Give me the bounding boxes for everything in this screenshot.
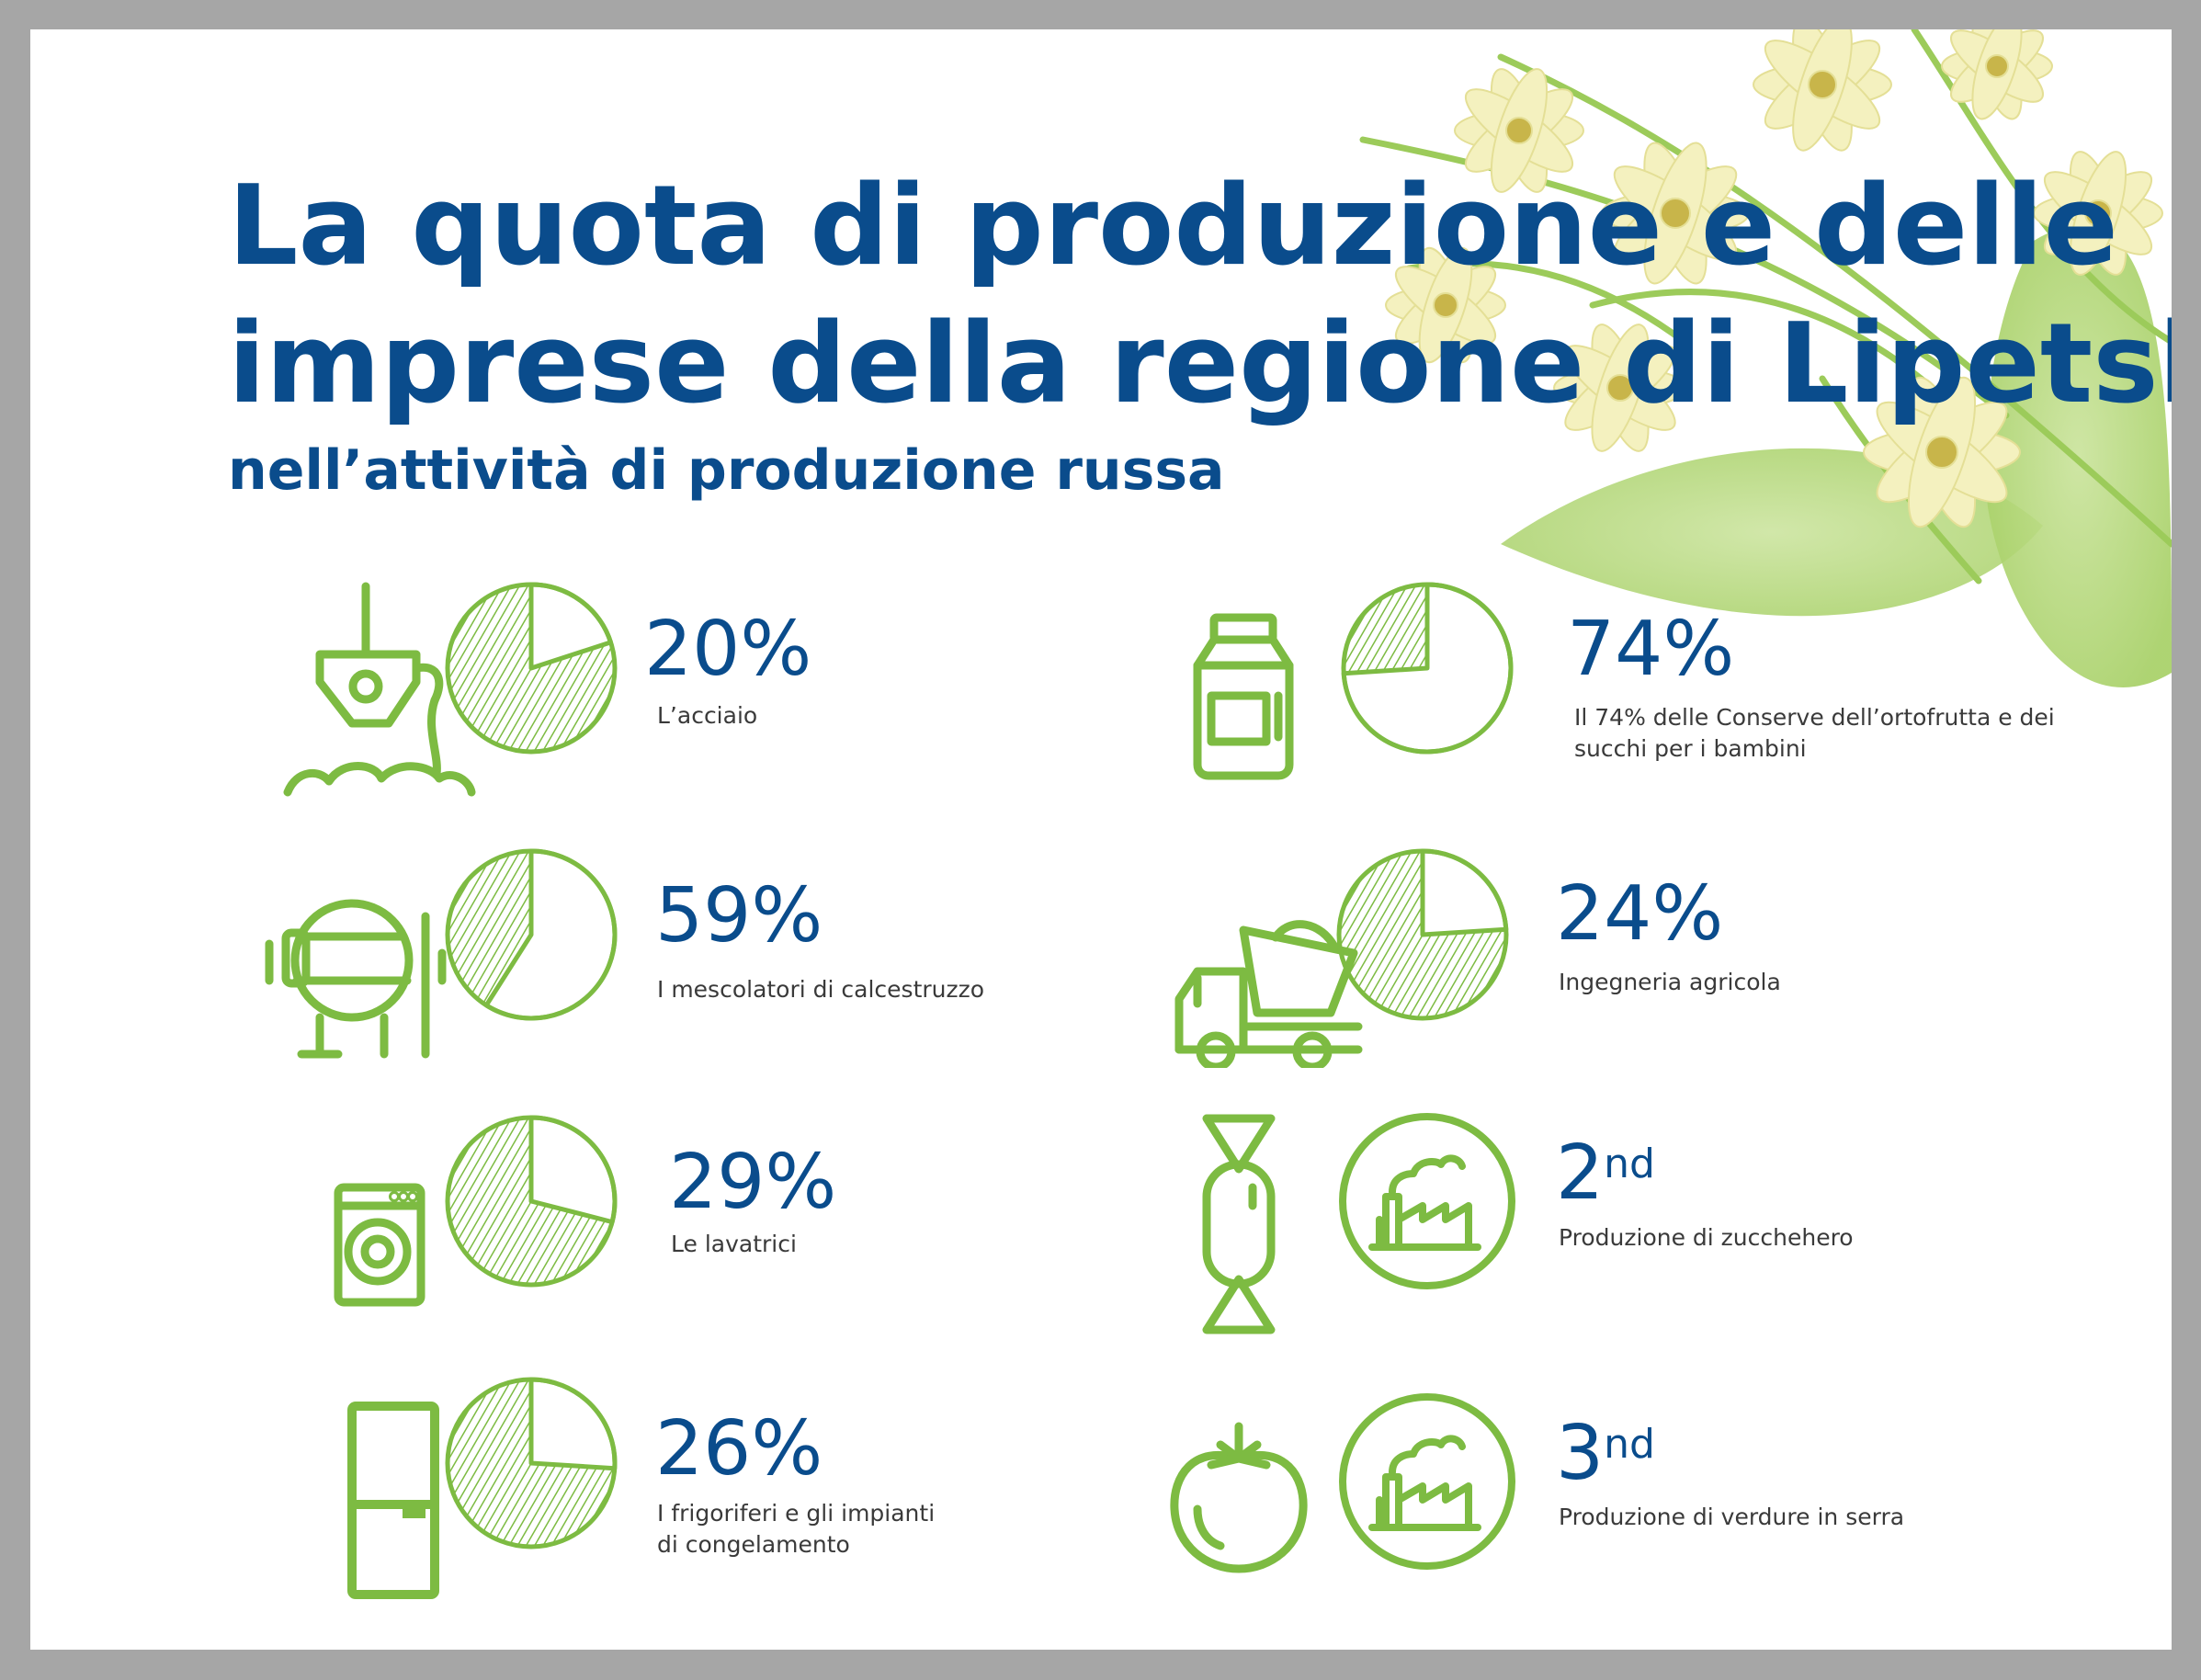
candy-icon	[1202, 1114, 1276, 1334]
pie-chart-canned-goods	[1341, 582, 1514, 755]
pie-outline	[1336, 848, 1509, 1021]
pie-outline	[1341, 582, 1514, 755]
pie-slice-remainder	[1344, 585, 1427, 674]
jar-icon	[1193, 613, 1294, 780]
pie-chart-agricultural-engineering	[1336, 848, 1509, 1021]
category-label: Produzione di verdure in serra	[1559, 1504, 1905, 1530]
pie-slice-share	[528, 1115, 618, 1225]
category-label: di congelamento	[657, 1531, 850, 1558]
rank-value: 3nd	[1556, 1410, 1655, 1497]
value-label: 59%	[655, 872, 823, 959]
pie-outline	[445, 582, 618, 755]
category-label: Il 74% delle Conserve dell’ortofrutta e …	[1574, 704, 2055, 731]
steel-ladle-icon	[283, 582, 476, 797]
factory-icon	[1339, 1113, 1515, 1289]
pie-outline	[445, 1377, 618, 1549]
dump-truck-icon	[1174, 920, 1363, 1068]
category-label: Produzione di zucchehero	[1559, 1224, 1854, 1251]
refrigerator-icon	[347, 1402, 439, 1599]
category-label: I frigoriferi e gli impianti	[657, 1500, 936, 1527]
infographic-card: La quota di produzione e delle imprese d…	[30, 29, 2172, 1650]
category-label: L’acciaio	[657, 702, 758, 729]
category-label: Le lavatrici	[671, 1231, 797, 1257]
category-label: I mescolatori di calcestruzzo	[657, 976, 985, 1003]
tomato-icon	[1170, 1422, 1308, 1573]
pie-chart-steel	[445, 582, 618, 755]
pie-outline	[445, 1115, 618, 1288]
value-label: 29%	[669, 1139, 837, 1226]
category-label: Ingegneria agricola	[1559, 969, 1781, 995]
title-line-2: imprese della regione di Lipetsk	[228, 301, 2172, 428]
category-label: succhi per i bambini	[1574, 735, 1807, 762]
pie-chart-concrete-mixers	[445, 848, 618, 1021]
factory-icon	[1339, 1393, 1515, 1570]
linden-flowers-decoration	[1359, 29, 2172, 687]
value-label: 24%	[1556, 870, 1724, 958]
pie-chart-washing-machines	[445, 1115, 618, 1288]
rank-value: 2nd	[1556, 1129, 1655, 1217]
pie-outline	[445, 848, 618, 1021]
value-label: 74%	[1567, 606, 1735, 693]
concrete-mixer-icon	[265, 899, 447, 1059]
washing-machine-icon	[334, 1183, 425, 1307]
pie-chart-refrigerators	[445, 1377, 618, 1549]
subtitle: nell’attività di produzione russa	[228, 438, 1225, 503]
value-label: 20%	[644, 606, 812, 693]
value-label: 26%	[655, 1405, 823, 1493]
title-line-1: La quota di produzione e delle	[228, 163, 2118, 290]
